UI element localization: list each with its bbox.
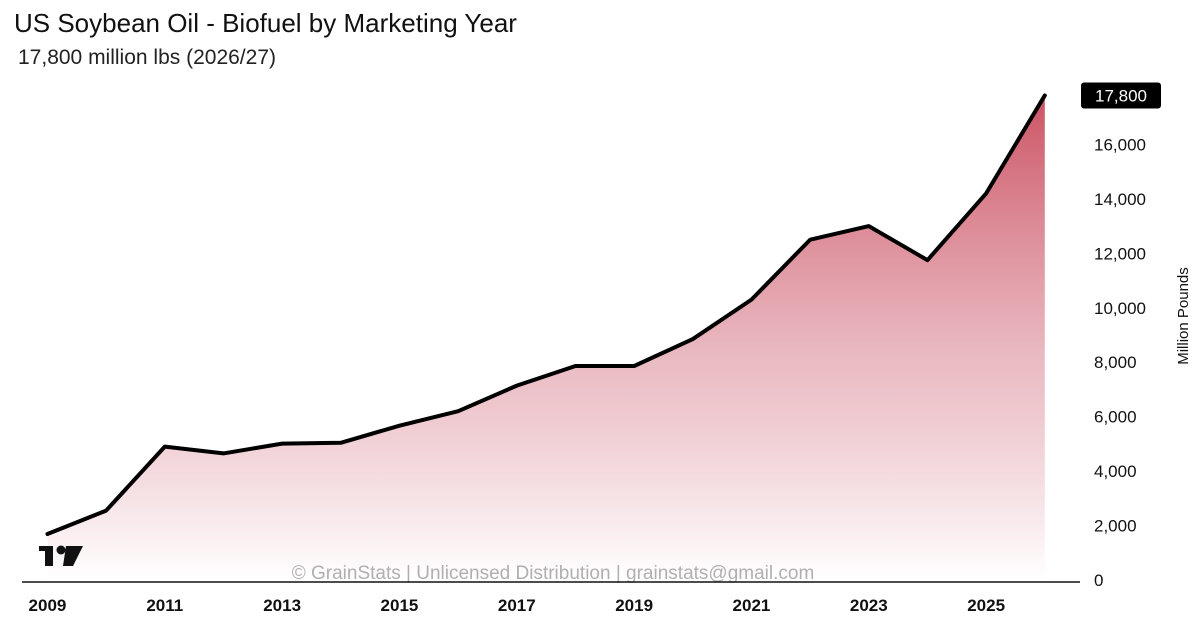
y-tick-label: 0 <box>1094 571 1103 590</box>
x-tick-label: 2015 <box>381 596 419 615</box>
watermark-text: © GrainStats | Unlicensed Distribution |… <box>292 563 815 584</box>
y-tick-label: 2,000 <box>1094 517 1137 536</box>
x-tick-label: 2009 <box>29 596 67 615</box>
last-value-badge <box>1081 82 1161 109</box>
chart-subtitle: 17,800 million lbs (2026/27) <box>18 46 276 69</box>
area-fill <box>47 95 1045 580</box>
series-line <box>45 93 1047 536</box>
y-tick-label: 8,000 <box>1094 353 1137 372</box>
x-tick-label: 2025 <box>967 596 1005 615</box>
tradingview-logo-icon <box>39 545 83 566</box>
y-tick-label: 16,000 <box>1094 135 1146 154</box>
y-tick-label: 12,000 <box>1094 244 1146 263</box>
x-tick-label: 2011 <box>146 596 183 615</box>
x-tick-label: 2013 <box>263 596 301 615</box>
y-tick-label: 4,000 <box>1094 462 1137 481</box>
chart-title: US Soybean Oil - Biofuel by Marketing Ye… <box>14 8 517 38</box>
x-tick-label: 2021 <box>733 596 771 615</box>
y-axis-label: Million Pounds <box>1175 267 1192 365</box>
last-value-label: 17,800 <box>1095 86 1147 105</box>
y-tick-label: 14,000 <box>1094 190 1146 209</box>
x-tick-label: 2017 <box>498 596 536 615</box>
x-tick-label: 2023 <box>850 596 888 615</box>
x-tick-label: 2019 <box>615 596 653 615</box>
y-tick-label: 6,000 <box>1094 408 1137 427</box>
y-tick-label: 10,000 <box>1094 299 1146 318</box>
